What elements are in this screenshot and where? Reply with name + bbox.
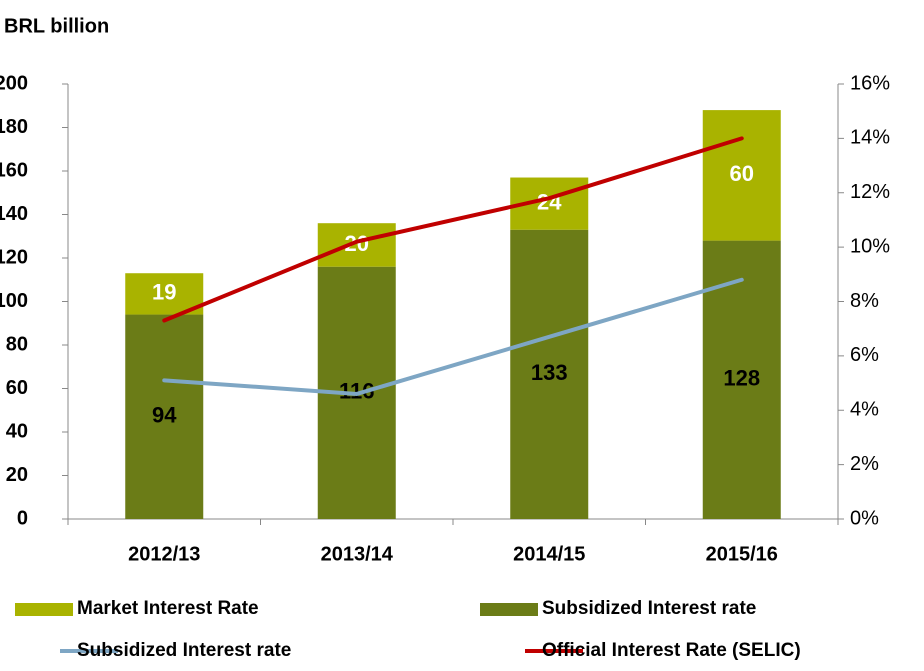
y2-tick-label: 14%: [850, 127, 890, 149]
x-tick-label: 2012/13: [128, 543, 200, 565]
legend-label: Subsidized Interest rate: [542, 598, 756, 619]
x-tick-label: 2015/16: [706, 543, 778, 565]
y2-tick-label: 2%: [850, 453, 879, 475]
y-tick-label: 0: [17, 507, 28, 529]
y2-tick-label: 16%: [850, 72, 890, 94]
bar: [702, 110, 781, 241]
data-label: 128: [723, 366, 760, 391]
legend-label: Subsidized Interest rate: [77, 640, 291, 661]
y2-tick-label: 8%: [850, 290, 879, 312]
data-label: 94: [152, 403, 177, 428]
y2-tick-label: 0%: [850, 507, 879, 529]
bar: [125, 314, 204, 519]
legend-label: Official Interest Rate (SELIC): [542, 640, 801, 661]
y-tick-label: 20: [6, 464, 28, 486]
data-label: 60: [730, 161, 754, 186]
y-tick-label: 80: [6, 333, 28, 355]
y-tick-label: 140: [0, 203, 28, 225]
bar: [317, 223, 396, 267]
y2-tick-label: 12%: [850, 181, 890, 203]
y-tick-label: 200: [0, 72, 28, 94]
y-tick-label: 100: [0, 290, 28, 312]
data-label: 19: [152, 280, 176, 305]
legend-label: Market Interest Rate: [77, 598, 259, 619]
y-tick-label: 60: [6, 377, 28, 399]
y2-tick-label: 10%: [850, 235, 890, 257]
y2-tick-label: 4%: [850, 399, 879, 421]
y2-tick-label: 6%: [850, 344, 879, 366]
data-label: 133: [531, 360, 568, 385]
legend-swatch: [480, 603, 538, 616]
y-tick-label: 120: [0, 246, 28, 268]
x-tick-label: 2014/15: [513, 543, 585, 565]
bar: [125, 273, 204, 315]
bar: [510, 229, 589, 519]
y-tick-label: 40: [6, 420, 28, 442]
y-axis-title: BRL billion: [4, 15, 109, 37]
x-tick-label: 2013/14: [321, 543, 394, 565]
y-tick-label: 180: [0, 116, 28, 138]
legend-swatch: [15, 603, 73, 616]
y-tick-label: 160: [0, 159, 28, 181]
line: [162, 277, 744, 396]
line: [162, 136, 744, 323]
